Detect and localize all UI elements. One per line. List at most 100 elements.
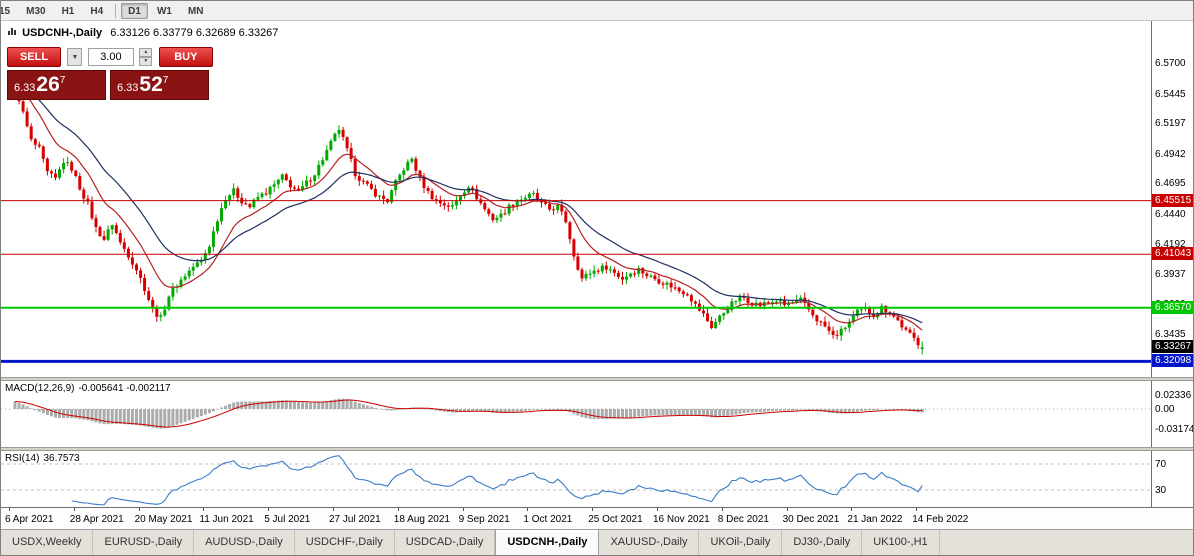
rsi-name: RSI(14) [5,453,40,464]
date-label: 27 Jul 2021 [329,514,381,525]
chevron-down-icon: ▼ [143,58,149,64]
axis-tick-label: 6.4440 [1155,208,1186,220]
rsi-plot[interactable] [1,451,1151,507]
one-click-trading-panel: SELL ▼ ▲ ▼ BUY 6.332676.33527 [7,47,213,100]
sell-price-point: 7 [59,75,66,86]
price-badge: 6.32098 [1152,354,1193,368]
time-tick [9,508,10,511]
chart-tab-uk100-h1[interactable]: UK100-,H1 [862,530,940,555]
axis-tick-label: -0.03174 [1155,423,1194,435]
rsi-axis-scale[interactable]: 70 30 [1151,451,1193,507]
volume-spinner: ▲ ▼ [139,48,153,66]
sell-price-pips: 26 [36,73,60,96]
chart-tab-usdcad-daily[interactable]: USDCAD-,Daily [395,530,496,555]
chart-tab-dj30-daily[interactable]: DJ30-,Daily [782,530,863,555]
rsi-value: 36.7573 [43,453,80,464]
price-badge: 6.45515 [1152,193,1193,207]
price-axis-scale[interactable]: 6.5700 6.5445 6.5197 6.4942 6.4695 6.4440 6.41… [1151,21,1193,377]
timeframe-button-h4[interactable]: H4 [83,3,110,19]
chart-symbol-period: USDCNH-,Daily [22,27,103,39]
date-label: 6 Apr 2021 [5,514,54,525]
date-label: 5 Jul 2021 [264,514,311,525]
macd-values: -0.005641 -0.002117 [78,383,171,394]
timeframe-button-15[interactable]: 15 [1,3,17,19]
time-tick [203,508,205,511]
chart-tab-usdcnh-daily[interactable]: USDCNH-,Daily [495,530,600,555]
price-badge: 6.41043 [1152,247,1193,261]
time-tick [73,508,75,511]
axis-tick-label: 30 [1155,485,1167,496]
axis-tick-label: 6.3937 [1155,269,1186,281]
date-label: 9 Sep 2021 [458,514,510,525]
time-tick [397,508,399,511]
date-label: 25 Oct 2021 [588,514,643,525]
time-tick [851,508,853,511]
volume-increase-button[interactable]: ▲ [139,48,153,57]
time-tick [657,508,658,511]
timeframe-button-m30[interactable]: M30 [19,3,52,19]
chart-icon [8,28,16,35]
timeframe-button-h1[interactable]: H1 [55,3,82,19]
date-label: 8 Dec 2021 [717,514,769,525]
chart-tab-usdchf-daily[interactable]: USDCHF-,Daily [295,530,395,555]
time-axis[interactable]: 6 Apr 2021 28 Apr 2021 20 May 2021 11 Jun 2… [1,507,1193,529]
time-tick [333,508,334,511]
panel-splitter[interactable] [1,377,1193,381]
time-tick [916,508,918,511]
chart-tab-xauusd-daily[interactable]: XAUUSD-,Daily [599,530,700,555]
chart-tab-usdx-weekly[interactable]: USDX,Weekly [1,530,94,555]
timeframe-button-w1[interactable]: W1 [150,3,179,19]
date-label: 30 Dec 2021 [782,514,840,525]
axis-tick-label: 0.02336 [1155,389,1192,401]
rsi-label: RSI(14) 36.7573 [5,453,80,464]
macd-plot[interactable] [1,381,1151,447]
macd-panel: 0.02336 0.00 -0.03174 MACD(12,26,9) -0.0056… [1,381,1194,447]
chart-ohlc-values: 6.33126 6.33779 6.32689 6.33267 [110,27,279,39]
chevron-down-icon: ▼ [71,53,79,61]
chart-title: USDCNH-,Daily 6.33126 6.33779 6.32689 6.… [7,27,278,39]
time-tick [721,508,723,511]
time-tick [592,508,594,511]
rsi-panel: 70 30 RSI(14) 36.7573 [1,451,1193,507]
axis-tick-label: 6.4192 [1155,238,1186,250]
date-label: 21 Jan 2022 [847,514,903,525]
volume-dropdown-button[interactable]: ▼ [67,48,83,66]
date-label: 16 Nov 2021 [653,514,710,525]
axis-tick-label: 6.4942 [1155,148,1186,160]
chart-tab-audusd-daily[interactable]: AUDUSD-,Daily [194,530,295,555]
price-chart-panel: 6.5700 6.5445 6.5197 6.4942 6.4695 6.4440 6.41… [1,21,1193,377]
axis-tick-label: 6.4695 [1155,178,1186,190]
date-label: 11 Jun 2021 [199,514,254,525]
volume-decrease-button[interactable]: ▼ [139,57,153,66]
timeframe-button-d1[interactable]: D1 [121,3,148,19]
chart-tab-eurusd-daily[interactable]: EURUSD-,Daily [93,530,195,555]
buy-price-pips: 52 [139,73,163,96]
candlestick-plot[interactable] [1,21,1151,377]
time-tick [527,508,529,511]
chart-tabs-bar: USDX,Weekly EURUSD-,Daily AUDUSD-,Daily USD… [1,529,1193,555]
time-tick [268,508,270,511]
toolbar-separator [115,4,117,18]
buy-price-prefix: 6.33 [117,82,139,94]
price-badge: 6.33267 [1152,340,1193,354]
buy-price-display[interactable]: 6.33527 [110,70,209,100]
chart-tab-ukoil-daily[interactable]: UKOil-,Daily [699,530,783,555]
date-label: 18 Aug 2021 [393,514,450,525]
macd-axis-scale[interactable]: 0.02336 0.00 -0.03174 [1151,381,1194,447]
date-label: 1 Oct 2021 [523,514,573,525]
time-tick [138,508,140,511]
sell-button[interactable]: SELL [7,47,61,67]
panel-splitter[interactable] [1,447,1193,451]
timeframe-button-mn[interactable]: MN [181,3,211,19]
date-label: 28 Apr 2021 [69,514,124,525]
axis-tick-label: 70 [1155,459,1167,470]
sell-price-display[interactable]: 6.33267 [7,70,106,100]
date-label: 14 Feb 2022 [912,514,969,525]
time-tick [786,508,788,511]
volume-input[interactable] [87,48,134,66]
macd-label: MACD(12,26,9) -0.005641 -0.002117 [5,383,171,394]
buy-button[interactable]: BUY [158,47,213,67]
axis-tick-label: 6.5445 [1155,88,1186,100]
